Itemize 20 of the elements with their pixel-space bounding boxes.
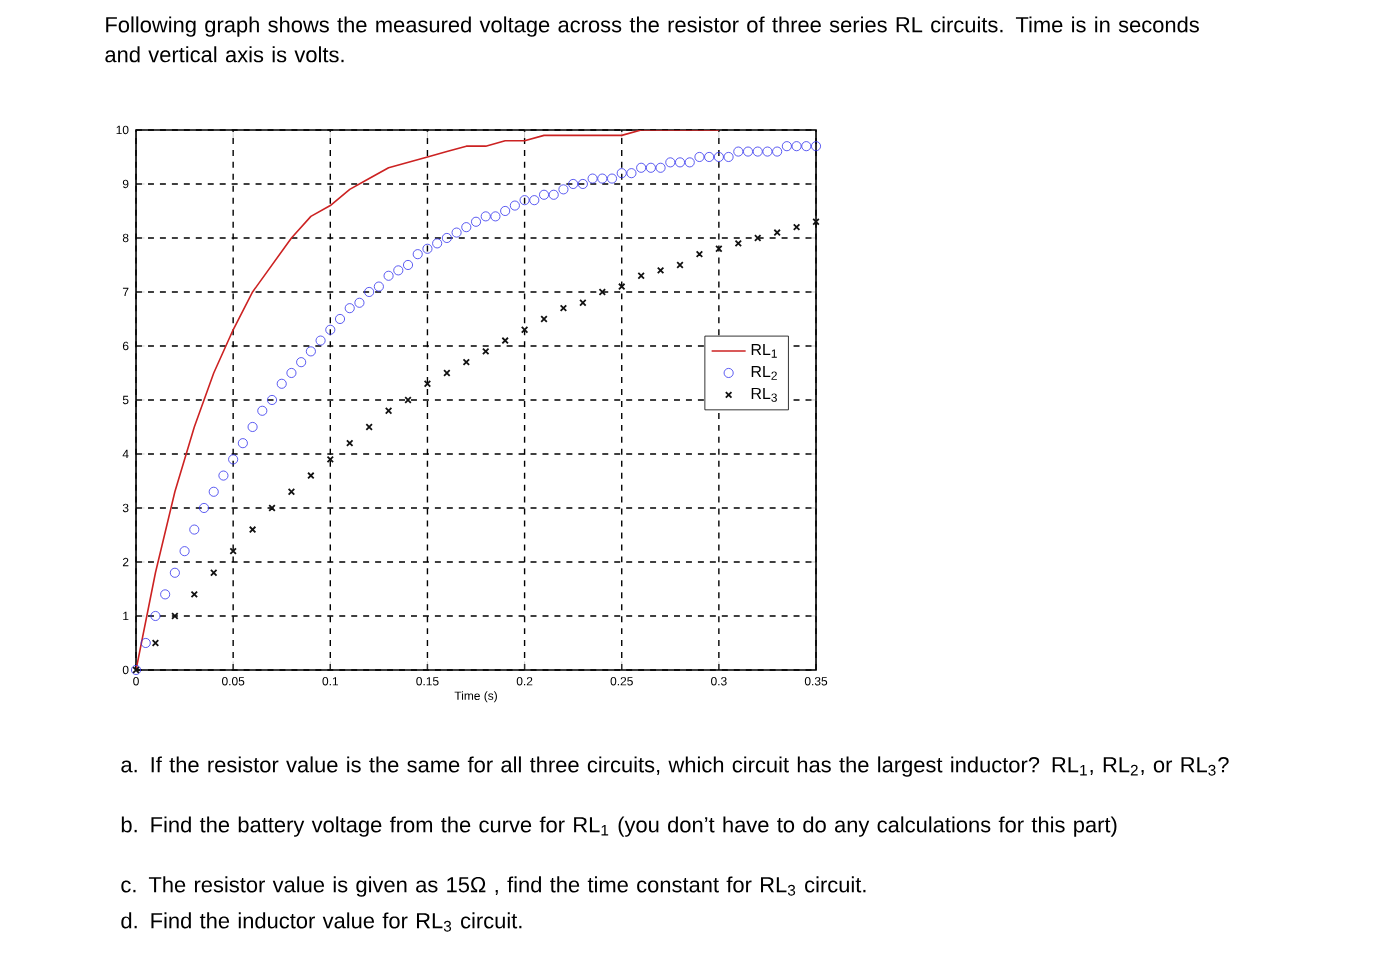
chart-title: Following graph shows the measured voltage across the resistor of three series RL circuits. Time is in seconds and vertical axis is volts. [105,16,1199,63]
point [365,423,373,431]
point [676,261,684,269]
point [637,272,645,280]
text: b. Find the battery voltage from the curve for RL$_{1}$ (you don’t have to do any calculations for this part) [121,816,1117,837]
point [812,218,820,226]
text: a. If the resistor value is the same for all three circuits, which circuit has the largest inductor? RL$_{1}$, RL$_{2}$, or RL$_{3}$? [121,756,1229,777]
point [404,396,412,404]
point [656,266,665,275]
text: c. The resistor value is given as 15Ω , find the time constant for RL$_{3}$ circuit. [121,876,866,897]
point [443,369,451,377]
point [171,612,179,620]
text: d. Find the inductor value for RL$_{3}$ circuit. [121,912,522,932]
point [248,525,257,534]
point [346,439,354,447]
point [462,358,471,366]
point [482,347,490,356]
point [540,315,548,323]
point [268,504,276,512]
point [210,569,218,577]
